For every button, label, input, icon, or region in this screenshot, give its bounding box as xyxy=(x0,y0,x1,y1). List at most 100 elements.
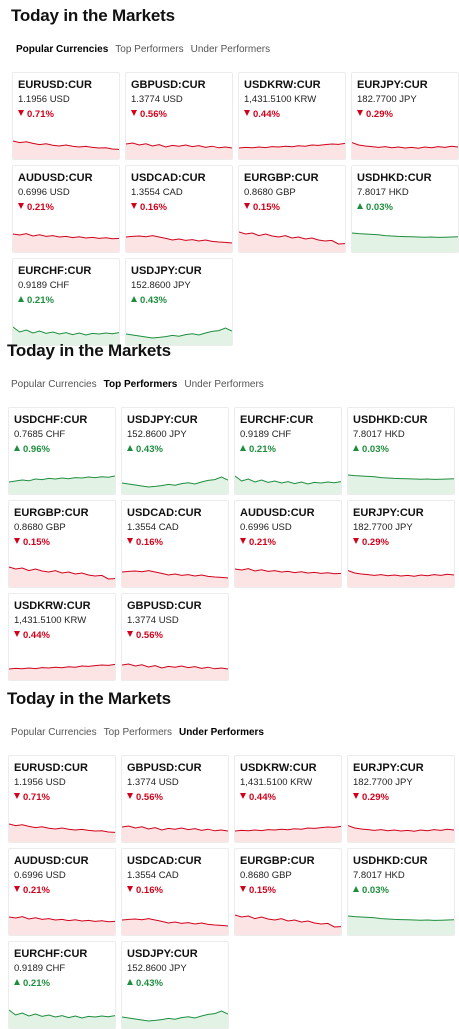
currency-symbol[interactable]: EURCHF:CUR xyxy=(14,948,88,960)
currency-card-usdhkd[interactable]: USDHKD:CUR 7.8017 HKD 0.03% xyxy=(347,407,455,495)
change-value: 0.16% xyxy=(140,202,167,213)
tab-top-performers[interactable]: Top Performers xyxy=(103,727,172,738)
currency-symbol[interactable]: USDHKD:CUR xyxy=(353,855,428,867)
change-percent: 0.29% xyxy=(357,109,393,120)
change-value: 0.03% xyxy=(362,885,389,896)
currency-symbol[interactable]: EURUSD:CUR xyxy=(14,762,88,774)
markets-section-popular: Today in the Markets Popular Currencies … xyxy=(0,6,459,346)
tab-under-performers[interactable]: Under Performers xyxy=(190,44,271,55)
currency-card-usdhkd[interactable]: USDHKD:CUR 7.8017 HKD 0.03% xyxy=(351,165,459,253)
currency-card-usdjpy[interactable]: USDJPY:CUR 152.8600 JPY 0.43% xyxy=(121,407,229,495)
currency-card-eurchf[interactable]: EURCHF:CUR 0.9189 CHF 0.21% xyxy=(12,258,120,346)
currency-card-audusd[interactable]: AUDUSD:CUR 0.6996 USD 0.21% xyxy=(12,165,120,253)
currency-symbol[interactable]: EURUSD:CUR xyxy=(18,79,92,91)
change-percent: 0.03% xyxy=(357,202,393,213)
currency-card-gbpusd[interactable]: GBPUSD:CUR 1.3774 USD 0.56% xyxy=(125,72,233,160)
currency-symbol[interactable]: USDCAD:CUR xyxy=(127,507,202,519)
change-percent: 0.56% xyxy=(127,630,163,641)
currency-symbol[interactable]: GBPUSD:CUR xyxy=(127,600,202,612)
currency-symbol[interactable]: EURGBP:CUR xyxy=(244,172,319,184)
change-percent: 0.56% xyxy=(127,792,163,803)
currency-card-usdhkd[interactable]: USDHKD:CUR 7.8017 HKD 0.03% xyxy=(347,848,455,936)
currency-card-eurchf[interactable]: EURCHF:CUR 0.9189 CHF 0.21% xyxy=(234,407,342,495)
currency-card-usdcad[interactable]: USDCAD:CUR 1.3554 CAD 0.16% xyxy=(121,848,229,936)
tab-under-performers[interactable]: Under Performers xyxy=(184,379,264,390)
currency-card-eurjpy[interactable]: EURJPY:CUR 182.7700 JPY 0.29% xyxy=(351,72,459,160)
currency-card-usdjpy[interactable]: USDJPY:CUR 152.8600 JPY 0.43% xyxy=(121,941,229,1029)
triangle-down-icon xyxy=(18,110,24,117)
sparkline-chart xyxy=(13,326,119,345)
currency-symbol[interactable]: EURJPY:CUR xyxy=(357,79,428,91)
currency-symbol[interactable]: AUDUSD:CUR xyxy=(18,172,93,184)
currency-symbol[interactable]: USDKRW:CUR xyxy=(240,762,317,774)
sparkline-line xyxy=(122,476,228,488)
currency-card-eurgbp[interactable]: EURGBP:CUR 0.8680 GBP 0.15% xyxy=(238,165,346,253)
change-percent: 0.43% xyxy=(131,295,167,306)
sparkline-chart xyxy=(126,327,232,345)
tab-popular-currencies[interactable]: Popular Currencies xyxy=(11,379,97,390)
currency-symbol[interactable]: USDHKD:CUR xyxy=(353,414,428,426)
markets-section-top: Today in the Markets Popular Currencies … xyxy=(0,341,459,681)
change-value: 0.56% xyxy=(136,792,163,803)
sparkline-line xyxy=(122,570,228,579)
currency-card-gbpusd[interactable]: GBPUSD:CUR 1.3774 USD 0.56% xyxy=(121,593,229,681)
currency-symbol[interactable]: AUDUSD:CUR xyxy=(14,855,89,867)
currency-symbol[interactable]: USDKRW:CUR xyxy=(244,79,321,91)
tab-top-performers[interactable]: Top Performers xyxy=(103,379,178,390)
currency-card-usdkrw[interactable]: USDKRW:CUR 1,431.5100 KRW 0.44% xyxy=(234,755,342,843)
markets-section-under: Today in the Markets Popular Currencies … xyxy=(0,689,459,1029)
currency-card-eurgbp[interactable]: EURGBP:CUR 0.8680 GBP 0.15% xyxy=(234,848,342,936)
sparkline-line xyxy=(122,1010,228,1022)
currency-card-eurgbp[interactable]: EURGBP:CUR 0.8680 GBP 0.15% xyxy=(8,500,116,588)
currency-symbol[interactable]: EURGBP:CUR xyxy=(14,507,89,519)
sparkline-chart xyxy=(352,232,458,252)
currency-card-audusd[interactable]: AUDUSD:CUR 0.6996 USD 0.21% xyxy=(8,848,116,936)
currency-card-usdkrw[interactable]: USDKRW:CUR 1,431.5100 KRW 0.44% xyxy=(238,72,346,160)
currency-symbol[interactable]: EURCHF:CUR xyxy=(18,265,92,277)
sparkline-line xyxy=(348,474,454,480)
sparkline-line xyxy=(9,916,115,923)
currency-symbol[interactable]: USDHKD:CUR xyxy=(357,172,432,184)
tab-bar: Popular Currencies Top Performers Under … xyxy=(16,44,270,55)
currency-card-gbpusd[interactable]: GBPUSD:CUR 1.3774 USD 0.56% xyxy=(121,755,229,843)
currency-symbol[interactable]: USDCHF:CUR xyxy=(14,414,88,426)
change-percent: 0.16% xyxy=(127,537,163,548)
currency-card-eurusd[interactable]: EURUSD:CUR 1.1956 USD 0.71% xyxy=(12,72,120,160)
currency-symbol[interactable]: EURGBP:CUR xyxy=(240,855,315,867)
currency-card-usdjpy[interactable]: USDJPY:CUR 152.8600 JPY 0.43% xyxy=(125,258,233,346)
currency-symbol[interactable]: USDJPY:CUR xyxy=(127,948,198,960)
currency-symbol[interactable]: AUDUSD:CUR xyxy=(240,507,315,519)
currency-card-usdchf[interactable]: USDCHF:CUR 0.7685 CHF 0.96% xyxy=(8,407,116,495)
sparkline-area xyxy=(235,915,341,935)
currency-card-audusd[interactable]: AUDUSD:CUR 0.6996 USD 0.21% xyxy=(234,500,342,588)
currency-symbol[interactable]: EURJPY:CUR xyxy=(353,507,424,519)
currency-symbol[interactable]: USDCAD:CUR xyxy=(131,172,206,184)
currency-symbol[interactable]: USDJPY:CUR xyxy=(131,265,202,277)
change-percent: 0.15% xyxy=(244,202,280,213)
currency-symbol[interactable]: GBPUSD:CUR xyxy=(131,79,206,91)
sparkline-chart xyxy=(126,142,232,159)
currency-price: 0.6996 USD xyxy=(18,187,70,198)
sparkline-area xyxy=(348,475,454,494)
currency-symbol[interactable]: USDJPY:CUR xyxy=(127,414,198,426)
currency-card-eurjpy[interactable]: EURJPY:CUR 182.7700 JPY 0.29% xyxy=(347,755,455,843)
currency-card-eurusd[interactable]: EURUSD:CUR 1.1956 USD 0.71% xyxy=(8,755,116,843)
triangle-up-icon xyxy=(353,886,359,893)
tab-popular-currencies[interactable]: Popular Currencies xyxy=(11,727,97,738)
sparkline-area xyxy=(352,142,458,159)
currency-symbol[interactable]: EURJPY:CUR xyxy=(353,762,424,774)
tab-popular-currencies[interactable]: Popular Currencies xyxy=(16,44,109,55)
currency-symbol[interactable]: GBPUSD:CUR xyxy=(127,762,202,774)
currency-card-usdcad[interactable]: USDCAD:CUR 1.3554 CAD 0.16% xyxy=(125,165,233,253)
currency-card-usdcad[interactable]: USDCAD:CUR 1.3554 CAD 0.16% xyxy=(121,500,229,588)
tab-top-performers[interactable]: Top Performers xyxy=(115,44,184,55)
currency-symbol[interactable]: USDCAD:CUR xyxy=(127,855,202,867)
sparkline-chart xyxy=(122,918,228,935)
currency-card-eurjpy[interactable]: EURJPY:CUR 182.7700 JPY 0.29% xyxy=(347,500,455,588)
sparkline-chart xyxy=(348,825,454,842)
currency-symbol[interactable]: EURCHF:CUR xyxy=(240,414,314,426)
currency-card-usdkrw[interactable]: USDKRW:CUR 1,431.5100 KRW 0.44% xyxy=(8,593,116,681)
currency-symbol[interactable]: USDKRW:CUR xyxy=(14,600,91,612)
tab-under-performers[interactable]: Under Performers xyxy=(178,727,264,738)
currency-card-eurchf[interactable]: EURCHF:CUR 0.9189 CHF 0.21% xyxy=(8,941,116,1029)
